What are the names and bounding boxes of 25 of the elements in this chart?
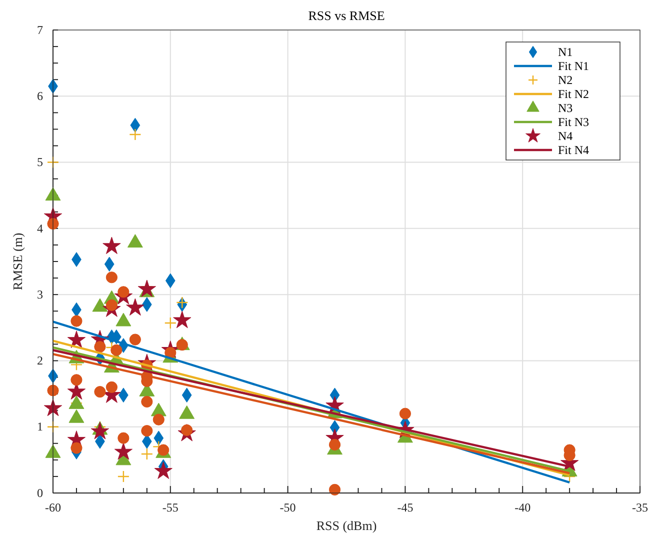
legend-label: N1 — [558, 45, 573, 59]
y-tick-label: 1 — [37, 420, 43, 434]
x-axis-title: RSS (dBm) — [316, 518, 377, 533]
y-tick-label: 3 — [37, 287, 43, 302]
x-tick-label: -35 — [632, 500, 648, 515]
y-tick-label: 0 — [37, 486, 43, 500]
x-tick-label: -60 — [45, 500, 61, 515]
legend-label: Fit N1 — [558, 59, 590, 73]
y-tick-label: 7 — [37, 22, 43, 37]
y-tick-label: 2 — [37, 354, 43, 368]
chart-title: RSS vs RMSE — [308, 8, 385, 23]
legend-label: Fit N2 — [558, 87, 590, 101]
y-axis-title: RMSE (m) — [10, 232, 25, 290]
legend-label: Fit N3 — [558, 115, 590, 129]
legend-label: Fit N4 — [558, 143, 590, 157]
x-tick-label: -50 — [280, 500, 296, 515]
x-tick-label: -40 — [514, 500, 531, 515]
y-tick-label: 4 — [37, 221, 43, 236]
legend-label: N2 — [558, 73, 573, 87]
y-tick-label: 6 — [37, 88, 43, 103]
legend-label: N4 — [558, 129, 573, 143]
y-tick-label: 5 — [37, 155, 43, 170]
x-tick-label: -45 — [397, 500, 414, 515]
legend-label: N3 — [558, 101, 573, 115]
x-tick-label: -55 — [162, 500, 178, 515]
